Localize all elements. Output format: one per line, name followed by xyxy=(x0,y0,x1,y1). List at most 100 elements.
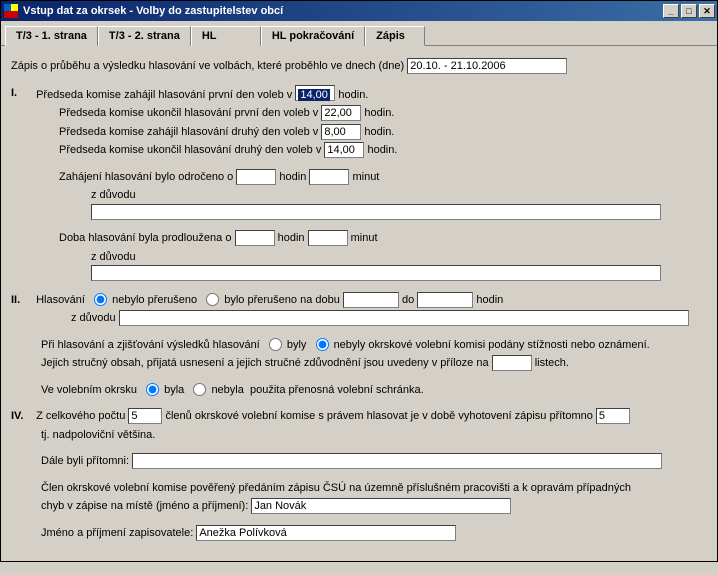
byla-label: byla xyxy=(164,384,184,396)
window-title: Vstup dat za okrsek - Volby do zastupite… xyxy=(23,5,663,17)
end-day1-input[interactable] xyxy=(321,105,361,121)
tab-zapis[interactable]: Zápis xyxy=(365,26,425,46)
hodin-1: hodin. xyxy=(338,89,368,101)
interrupt-reason-input[interactable] xyxy=(119,310,689,326)
hodin-3: hodin. xyxy=(364,126,394,138)
others-label: Dále byli přítomni: xyxy=(41,455,129,467)
listech-label: listech. xyxy=(535,357,569,369)
extend-hours-input[interactable] xyxy=(235,230,275,246)
sec4-p1b: členů okrskové volební komise s právem h… xyxy=(165,410,592,422)
rec-row: Jméno a příjmení zapisovatele: xyxy=(11,525,707,542)
box1-label: Ve volebním okrsku xyxy=(41,384,137,396)
start-day1-input[interactable]: 14,00 xyxy=(298,89,330,101)
extend-row: Doba hlasování byla prodloužena o hodin … xyxy=(11,230,707,247)
tab-hl-pokr[interactable]: HL pokračování xyxy=(261,26,365,46)
intro-text: Zápis o průběhu a výsledku hlasování ve … xyxy=(11,60,404,72)
sec4-label: IV. xyxy=(11,408,33,425)
sec4-line1: IV. Z celkového počtu členů okrskové vol… xyxy=(11,408,707,425)
delay-reason-input[interactable] xyxy=(91,204,661,220)
box2-label: použita přenosná volební schránka. xyxy=(250,384,424,396)
interrupt-to-input[interactable] xyxy=(417,292,473,308)
sec1-line2: Předseda komise ukončil hlasování první … xyxy=(11,105,707,122)
auth-row1: Člen okrskové volební komise pověřený př… xyxy=(11,480,707,497)
tab-t3-2[interactable]: T/3 - 2. strana xyxy=(98,26,191,46)
sec1-line4: Předseda komise ukončil hlasování druhý … xyxy=(11,142,707,159)
end-day2-input[interactable] xyxy=(324,142,364,158)
sec1-line3: Předseda komise zahájil hlasování druhý … xyxy=(11,124,707,141)
r-not-interrupted: nebylo přerušeno xyxy=(112,294,197,306)
others-input[interactable] xyxy=(132,453,662,469)
delay-min-label: minut xyxy=(352,171,379,183)
extend-hours-label: hodin xyxy=(278,232,305,244)
sec1-line1: I. Předseda komise zahájil hlasování prv… xyxy=(11,85,707,104)
radio-byly[interactable] xyxy=(269,338,282,351)
extend-reason-input[interactable] xyxy=(91,265,661,281)
complaints-row: Při hlasování a zjišťování výsledků hlas… xyxy=(11,337,707,354)
auth2: chyb v zápise na místě (jméno a příjmení… xyxy=(41,500,248,512)
sec4-p2: tj. nadpoloviční většina. xyxy=(41,429,155,441)
nebyla-label: nebyla xyxy=(211,384,243,396)
extend-label: Doba hlasování byla prodloužena o xyxy=(59,232,231,244)
delay-reason-row: z důvodu xyxy=(11,187,707,220)
radio-byla[interactable] xyxy=(146,383,159,396)
attach-label: Jejich stručný obsah, přijatá usnesení a… xyxy=(41,357,489,369)
sec4-line2: tj. nadpoloviční většina. xyxy=(11,427,707,444)
tab-t3-1[interactable]: T/3 - 1. strana xyxy=(5,26,98,46)
others-row: Dále byli přítomni: xyxy=(11,453,707,470)
auth-name-input[interactable] xyxy=(251,498,511,514)
complaints2: okrskové volební komisi podány stížnosti… xyxy=(368,339,649,351)
sec1-l1: Předseda komise zahájil hlasování první … xyxy=(36,89,292,101)
auth1: Člen okrskové volební komise pověřený př… xyxy=(41,482,631,494)
vote-label: Hlasování xyxy=(36,294,85,306)
interrupt-reason-label: z důvodu xyxy=(71,312,116,324)
byly-label: byly xyxy=(287,339,307,351)
complaints1: Při hlasování a zjišťování výsledků hlas… xyxy=(41,339,260,351)
radio-interrupted[interactable] xyxy=(206,293,219,306)
titlebar: Vstup dat za okrsek - Volby do zastupite… xyxy=(1,1,717,21)
attach-row: Jejich stručný obsah, přijatá usnesení a… xyxy=(11,355,707,372)
hodin-int: hodin xyxy=(476,294,503,306)
attach-count-input[interactable] xyxy=(492,355,532,371)
extend-reason-row: z důvodu xyxy=(11,249,707,282)
delay-row: Zahájení hlasování bylo odročeno o hodin… xyxy=(11,169,707,186)
nebyly-label: nebyly xyxy=(334,339,366,351)
extend-min-label: minut xyxy=(351,232,378,244)
delay-hours-label: hodin xyxy=(279,171,306,183)
interrupt-reason-row: z důvodu xyxy=(11,310,707,327)
extend-min-input[interactable] xyxy=(308,230,348,246)
rec-name-input[interactable] xyxy=(196,525,456,541)
total-count-input[interactable] xyxy=(128,408,162,424)
content-pane: Zápis o průběhu a výsledku hlasování ve … xyxy=(1,46,717,561)
sec1-l2: Předseda komise ukončil hlasování první … xyxy=(59,107,318,119)
r-interrupted: bylo přerušeno na dobu xyxy=(224,294,340,306)
rec-label: Jméno a příjmení zapisovatele: xyxy=(41,527,193,539)
do-label: do xyxy=(402,294,414,306)
radio-not-interrupted[interactable] xyxy=(94,293,107,306)
hodin-4: hodin. xyxy=(367,144,397,156)
app-icon xyxy=(3,3,19,19)
tab-hl[interactable]: HL xyxy=(191,26,261,46)
sec2-label: II. xyxy=(11,292,33,309)
hodin-2: hodin. xyxy=(364,107,394,119)
date-range-input[interactable] xyxy=(407,58,567,74)
start-day2-input[interactable] xyxy=(321,124,361,140)
intro-row: Zápis o průběhu a výsledku hlasování ve … xyxy=(11,58,707,75)
delay-reason-label: z důvodu xyxy=(91,189,136,201)
delay-hours-input[interactable] xyxy=(236,169,276,185)
box-row: Ve volebním okrsku byla nebyla použita p… xyxy=(11,382,707,399)
minimize-button[interactable]: _ xyxy=(663,4,679,18)
radio-nebyla[interactable] xyxy=(193,383,206,396)
tab-bar: T/3 - 1. strana T/3 - 2. strana HL HL po… xyxy=(1,21,717,46)
sec1-label: I. xyxy=(11,85,33,102)
present-count-input[interactable] xyxy=(596,408,630,424)
auth-row2: chyb v zápise na místě (jméno a příjmení… xyxy=(11,498,707,515)
delay-min-input[interactable] xyxy=(309,169,349,185)
sec1-l3: Předseda komise zahájil hlasování druhý … xyxy=(59,126,318,138)
radio-nebyly[interactable] xyxy=(316,338,329,351)
close-button[interactable]: ✕ xyxy=(699,4,715,18)
interrupt-from-input[interactable] xyxy=(343,292,399,308)
app-window: Vstup dat za okrsek - Volby do zastupite… xyxy=(0,0,718,562)
sec4-p1a: Z celkového počtu xyxy=(36,410,125,422)
maximize-button[interactable]: □ xyxy=(681,4,697,18)
delay-label: Zahájení hlasování bylo odročeno o xyxy=(59,171,233,183)
